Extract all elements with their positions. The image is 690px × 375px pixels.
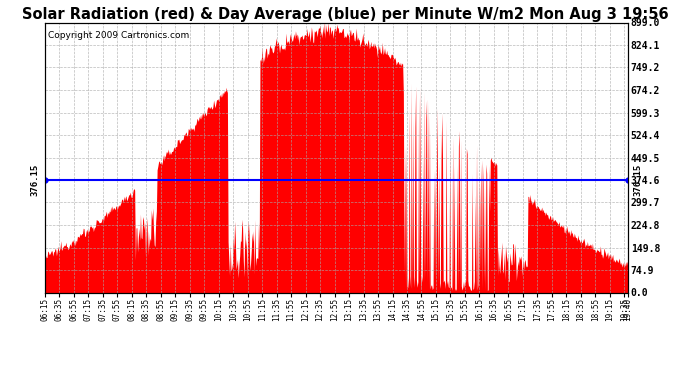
Text: Solar Radiation (red) & Day Average (blue) per Minute W/m2 Mon Aug 3 19:56: Solar Radiation (red) & Day Average (blu… <box>21 8 669 22</box>
Text: Copyright 2009 Cartronics.com: Copyright 2009 Cartronics.com <box>48 31 189 40</box>
Text: 376.15: 376.15 <box>633 164 642 196</box>
Text: 376.15: 376.15 <box>30 164 39 196</box>
